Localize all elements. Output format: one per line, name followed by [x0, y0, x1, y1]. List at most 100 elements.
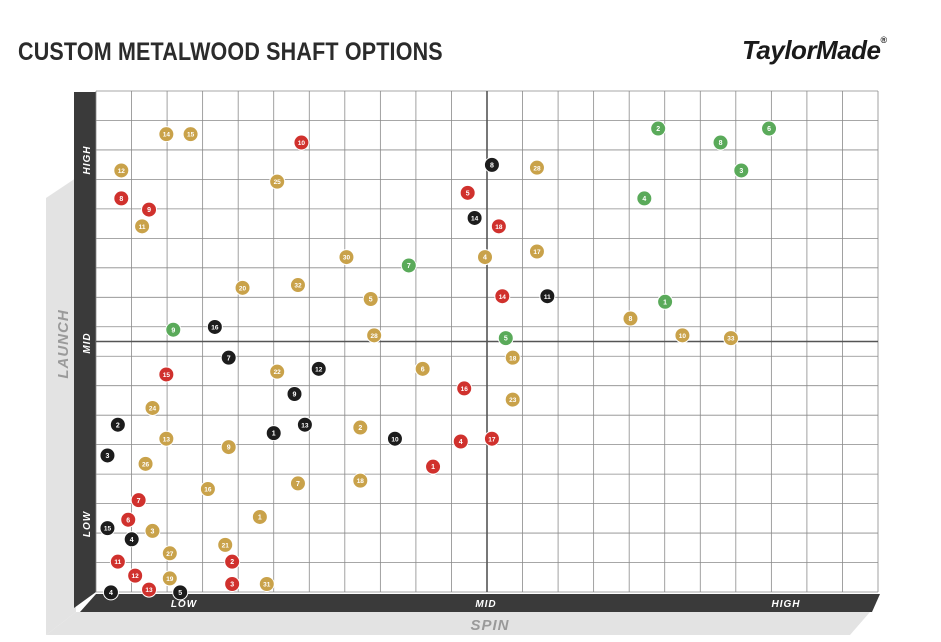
- shaft-point-red: 15: [158, 366, 175, 383]
- y-tick-low: LOW: [82, 510, 93, 537]
- shaft-marker: [289, 475, 306, 492]
- shaft-point-black: 8: [483, 156, 500, 173]
- shaft-marker: [494, 288, 511, 305]
- shaft-label: 18: [495, 224, 503, 231]
- x-tick-low: LOW: [171, 599, 198, 610]
- shaft-marker: [141, 201, 158, 218]
- shaft-point-black: 3: [99, 447, 116, 464]
- shaft-point-gold: 17: [528, 243, 545, 260]
- shaft-marker: [286, 386, 303, 402]
- shaft-point-red: 14: [494, 288, 511, 305]
- shaft-marker: [293, 134, 310, 151]
- shaft-marker: [109, 553, 126, 570]
- shaft-label: 10: [391, 436, 399, 443]
- shaft-label: 24: [149, 406, 157, 413]
- shaft-marker: [269, 363, 286, 380]
- shaft-label: 1: [663, 299, 667, 306]
- shaft-marker: [400, 257, 417, 274]
- shaft-marker: [733, 162, 750, 179]
- shaft-label: 18: [357, 478, 365, 485]
- shaft-point-red: 2: [224, 553, 241, 570]
- shaft-point-gold: 28: [528, 159, 545, 176]
- shaft-marker: [158, 430, 175, 447]
- shaft-point-gold: 32: [289, 277, 306, 294]
- shaft-marker: [414, 360, 431, 377]
- shaft-point-black: 13: [296, 416, 313, 433]
- shaft-point-black: 1: [265, 425, 282, 442]
- shaft-marker: [310, 360, 327, 377]
- shaft-marker: [528, 159, 545, 176]
- shaft-marker: [144, 399, 161, 416]
- shaft-marker: [127, 567, 144, 584]
- shaft-point-red: 8: [113, 190, 130, 207]
- shaft-label: 7: [407, 263, 411, 270]
- shaft-point-gold: 28: [366, 327, 383, 344]
- shaft-point-gold: 23: [504, 391, 521, 408]
- shaft-marker: [137, 455, 154, 472]
- shaft-label: 8: [719, 140, 723, 147]
- shaft-marker: [459, 184, 476, 201]
- shaft-marker: [217, 536, 234, 553]
- shaft-label: 6: [126, 517, 130, 524]
- shaft-point-gold: 18: [352, 472, 369, 489]
- shaft-label: 4: [459, 439, 463, 446]
- shaft-label: 6: [767, 126, 771, 133]
- shaft-point-red: 16: [456, 380, 473, 397]
- shaft-marker: [657, 293, 674, 310]
- shaft-label: 1: [272, 431, 276, 438]
- shaft-point-red: 17: [483, 430, 500, 447]
- shaft-marker: [761, 120, 778, 137]
- shaft-label: 32: [294, 283, 302, 290]
- shaft-point-red: 4: [452, 433, 469, 450]
- shaft-point-gold: 33: [722, 330, 739, 347]
- shaft-label: 12: [315, 366, 323, 373]
- shaft-marker: [123, 531, 140, 548]
- shaft-point-gold: 7: [289, 475, 306, 492]
- shaft-label: 3: [151, 529, 155, 536]
- shaft-label: 3: [739, 168, 743, 175]
- shaft-label: 22: [274, 369, 282, 376]
- shaft-marker: [109, 416, 126, 433]
- shaft-point-green: 7: [400, 257, 417, 274]
- shaft-marker: [528, 243, 545, 260]
- shaft-marker: [120, 511, 137, 528]
- shaft-point-gold: 11: [134, 218, 151, 235]
- shaft-label: 9: [293, 392, 297, 399]
- shaft-point-red: 12: [127, 567, 144, 584]
- shaft-point-green: 1: [657, 293, 674, 310]
- shaft-point-green: 5: [497, 330, 514, 347]
- shaft-point-red: 3: [224, 576, 241, 592]
- shaft-point-gold: 10: [674, 327, 691, 344]
- shaft-label: 16: [211, 325, 219, 332]
- shaft-point-gold: 22: [269, 363, 286, 380]
- shaft-marker: [477, 249, 493, 266]
- shaft-label: 5: [369, 297, 373, 304]
- shaft-label: 16: [204, 487, 212, 494]
- shaft-label: 17: [488, 436, 496, 443]
- shaft-point-gold: 3: [144, 522, 161, 539]
- shaft-marker: [251, 508, 268, 525]
- shaft-point-black: 12: [310, 360, 327, 377]
- shaft-point-gold: 16: [199, 481, 216, 497]
- shaft-label: 4: [642, 196, 646, 203]
- x-axis-bar: [80, 594, 880, 612]
- shaft-marker: [220, 349, 237, 366]
- shaft-label: 15: [104, 526, 112, 533]
- shaft-point-gold: 5: [362, 291, 379, 307]
- shaft-point-green: 2: [650, 120, 667, 137]
- shaft-marker: [199, 481, 216, 497]
- shaft-point-black: 2: [109, 416, 126, 433]
- shaft-marker: [425, 458, 442, 475]
- shaft-point-green: 4: [636, 190, 653, 207]
- shaft-point-gold: 30: [338, 249, 355, 266]
- taylormade-logo: TaylorMade®: [742, 35, 887, 66]
- shaft-marker: [113, 162, 130, 179]
- shaft-label: 15: [187, 132, 195, 139]
- y-tick-mid: MID: [82, 332, 93, 353]
- shaft-point-green: 3: [733, 162, 750, 179]
- shaft-marker: [113, 190, 130, 207]
- shaft-marker: [161, 545, 178, 562]
- shaft-label: 13: [163, 436, 171, 443]
- shaft-label: 12: [132, 573, 140, 580]
